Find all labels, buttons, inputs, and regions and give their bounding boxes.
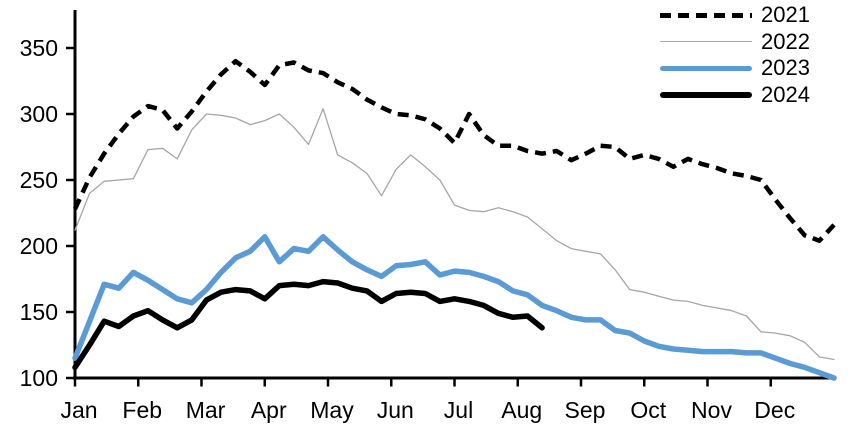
y-tick-label: 300 xyxy=(20,101,58,127)
legend-label-2021: 2021 xyxy=(761,2,810,28)
x-tick-label: May xyxy=(310,397,354,423)
legend-label-2023: 2023 xyxy=(761,55,810,81)
x-tick-label: Jul xyxy=(444,397,473,423)
legend-label-2024: 2024 xyxy=(761,81,810,107)
chart-legend: 2021 2022 2023 2024 xyxy=(660,2,810,108)
x-tick-label: Sep xyxy=(565,397,606,423)
x-tick-label: Feb xyxy=(122,397,162,423)
x-tick-label: Apr xyxy=(251,397,287,423)
y-tick-label: 100 xyxy=(20,365,58,391)
y-tick-label: 350 xyxy=(20,35,58,61)
legend-entry-2022: 2022 xyxy=(660,29,810,56)
x-tick-label: Nov xyxy=(691,397,732,423)
y-tick-label: 200 xyxy=(20,233,58,259)
legend-entry-2023: 2023 xyxy=(660,55,810,82)
legend-entry-2021: 2021 xyxy=(660,2,810,29)
series-line-2022 xyxy=(74,108,835,361)
legend-line-2024-icon xyxy=(660,92,752,98)
legend-line-2023-icon xyxy=(660,65,752,71)
x-tick-label: Jan xyxy=(60,397,97,423)
legend-line-2022-icon xyxy=(660,41,752,43)
series-line-2023 xyxy=(72,234,837,381)
legend-line-2021-icon xyxy=(660,13,752,18)
legend-label-2022: 2022 xyxy=(761,28,810,54)
x-tick-label: Aug xyxy=(501,397,542,423)
x-tick-label: Mar xyxy=(186,397,226,423)
x-tick-label: Jun xyxy=(377,397,414,423)
y-tick-label: 250 xyxy=(20,167,58,193)
legend-entry-2024: 2024 xyxy=(660,82,810,109)
x-tick-label: Oct xyxy=(630,397,666,423)
series-line-2024 xyxy=(72,278,545,371)
x-tick-label: Dec xyxy=(754,397,795,423)
y-tick-label: 150 xyxy=(20,299,58,325)
series-line-2021 xyxy=(72,58,836,243)
